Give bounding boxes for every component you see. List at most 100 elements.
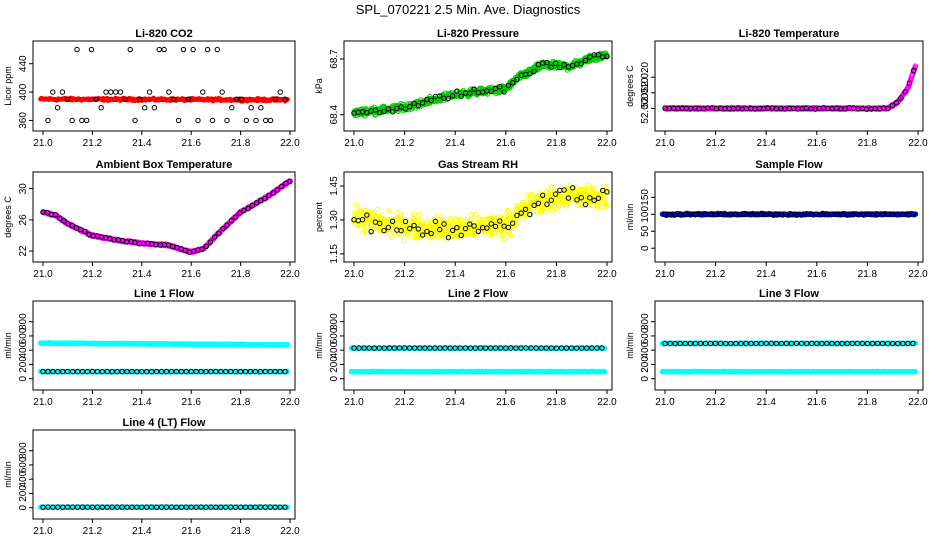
x-tick-label: 21.8 (547, 397, 567, 408)
panel-title: Sample Flow (755, 159, 823, 171)
data-point (83, 117, 90, 124)
data-point (272, 96, 279, 102)
data-point (108, 89, 114, 95)
x-tick-label: 21.6 (807, 138, 827, 149)
y-tick-label: 52.000 (640, 93, 651, 124)
y-axis-label: degrees C (3, 196, 13, 238)
data-series (662, 63, 919, 113)
y-tick-label: 0 (329, 376, 340, 382)
y-tick-label: 100 (640, 206, 651, 223)
data-point (69, 117, 75, 124)
x-tick-label: 21.0 (33, 138, 53, 149)
data-point (415, 103, 422, 109)
plot-frame (32, 40, 296, 132)
x-tick-label: 21.6 (807, 269, 827, 280)
y-tick-label: 440 (18, 55, 29, 72)
data-point (419, 100, 426, 106)
x-tick-label: 21.4 (445, 397, 465, 408)
x-tick-label: 22.0 (280, 397, 300, 408)
x-tick-label: 21.4 (132, 269, 152, 280)
x-tick-label: 22.0 (597, 269, 617, 280)
x-tick-label: 21.2 (706, 269, 726, 280)
x-tick-label: 21.8 (547, 138, 567, 149)
data-point (238, 96, 245, 102)
data-point (492, 85, 499, 92)
data-point (527, 71, 533, 77)
data-point (54, 104, 61, 111)
x-tick-label: 21.4 (132, 138, 152, 149)
data-point (50, 89, 56, 95)
data-point (88, 46, 95, 53)
data-point (122, 96, 129, 102)
x-tick-label: 21.2 (395, 138, 415, 149)
y-tick-label: 400 (18, 83, 29, 100)
panel-title: Li-820 CO2 (135, 28, 192, 40)
data-point (557, 64, 563, 71)
x-tick-label: 21.6 (496, 269, 516, 280)
x-tick-label: 21.4 (756, 138, 776, 149)
data-point (389, 234, 395, 240)
data-point (454, 88, 460, 94)
panel-title: Line 1 Flow (134, 288, 194, 300)
data-point (224, 117, 230, 124)
data-point (411, 211, 417, 217)
y-tick-label: 68.4 (329, 105, 340, 125)
data-point (112, 89, 119, 95)
data-series (45, 46, 288, 124)
x-tick-label: 21.0 (655, 269, 675, 280)
panel-title: Ambient Box Temperature (96, 159, 233, 171)
x-tick-label: 22.0 (280, 138, 300, 149)
data-series (351, 182, 610, 244)
data-point (219, 89, 225, 95)
data-series (348, 368, 608, 375)
data-point (389, 109, 396, 115)
data-series (37, 340, 291, 348)
data-point (151, 104, 158, 111)
data-point (445, 95, 452, 101)
x-tick-label: 21.2 (83, 138, 103, 149)
panel-title: Line 2 Flow (448, 288, 508, 300)
data-point (74, 46, 80, 53)
y-tick-label: 50 (640, 225, 651, 237)
data-point (411, 100, 417, 106)
x-tick-label: 21.2 (83, 397, 103, 408)
x-tick-label: 21.4 (445, 138, 465, 149)
data-point (587, 54, 593, 60)
data-point (578, 60, 584, 67)
y-axis-label: ml/min (625, 204, 635, 231)
data-point (200, 89, 206, 95)
data-point (433, 213, 439, 219)
y-tick-label: 1.15 (329, 244, 340, 264)
data-point (467, 90, 473, 96)
data-point (501, 89, 507, 95)
x-tick-label: 21.6 (496, 397, 516, 408)
data-point (132, 117, 138, 124)
data-point (142, 104, 148, 111)
data-point (79, 117, 85, 124)
x-tick-label: 21.6 (181, 138, 201, 149)
data-point (473, 211, 479, 217)
panel-title: Gas Stream RH (438, 159, 518, 171)
x-tick-label: 21.2 (706, 138, 726, 149)
data-point (514, 76, 520, 83)
y-tick-label: 52.010 (640, 77, 651, 108)
data-point (353, 202, 360, 208)
data-point (248, 104, 254, 111)
page-title: SPL_070221 2.5 Min. Ave. Diagnostics (355, 2, 581, 17)
x-tick-label: 21.8 (231, 397, 251, 408)
x-tick-label: 21.0 (344, 269, 364, 280)
data-point (595, 52, 602, 58)
x-tick-label: 21.8 (547, 269, 567, 280)
x-tick-label: 22.0 (280, 269, 300, 280)
data-point (277, 89, 283, 95)
data-point (407, 103, 413, 110)
data-point (229, 104, 235, 111)
x-tick-label: 21.6 (181, 397, 201, 408)
plot-frame (343, 40, 613, 132)
data-point (548, 64, 554, 70)
